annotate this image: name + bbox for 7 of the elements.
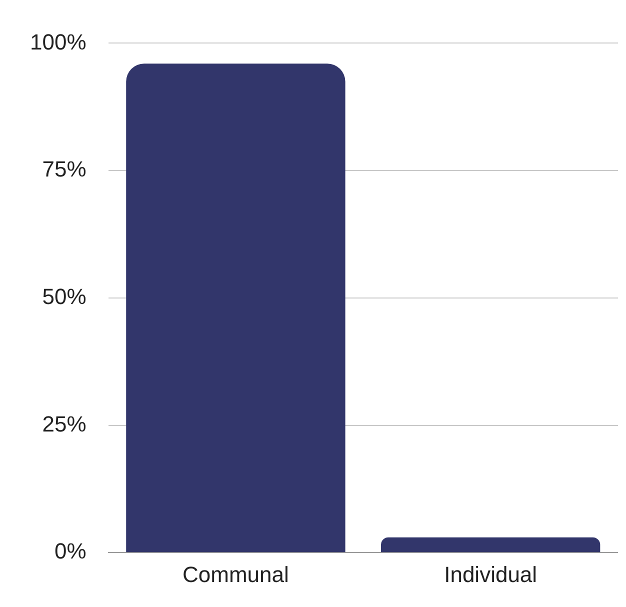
x-tick-label: Communal: [182, 562, 289, 587]
y-tick-label: 100%: [30, 29, 86, 54]
y-tick-label: 75%: [42, 156, 86, 182]
y-tick-label: 50%: [42, 284, 86, 309]
x-tick-label: Individual: [444, 562, 538, 587]
y-tick-label: 0%: [54, 538, 86, 564]
y-tick-label: 25%: [42, 411, 86, 436]
